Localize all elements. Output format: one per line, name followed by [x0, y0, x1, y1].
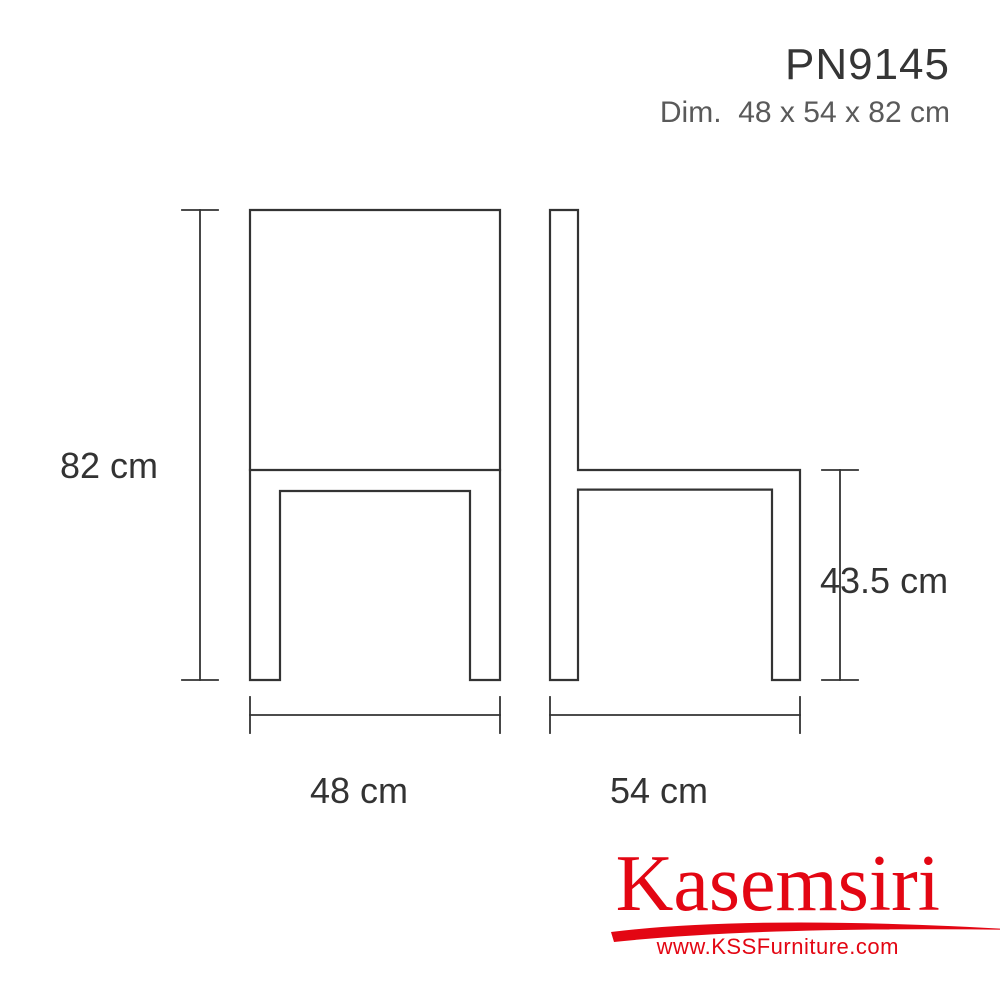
header: PN9145 Dim. 48 x 54 x 82 cm: [660, 40, 950, 130]
logo-swoosh-icon: [606, 920, 1000, 950]
dimensions-summary: Dim. 48 x 54 x 82 cm: [660, 96, 950, 130]
depth-label: 54 cm: [610, 770, 708, 812]
dim-value: 48 x 54 x 82 cm: [738, 96, 950, 129]
technical-diagram: [50, 180, 950, 780]
product-code: PN9145: [660, 40, 950, 90]
height-label: 82 cm: [60, 445, 158, 487]
logo-name: Kasemsiri: [616, 852, 940, 916]
width-label: 48 cm: [310, 770, 408, 812]
chair-diagram-svg: [50, 180, 950, 780]
brand-logo: Kasemsiri www.KSSFurniture.com: [616, 852, 940, 960]
seat-height-label: 43.5 cm: [820, 560, 948, 602]
dim-prefix: Dim.: [660, 96, 722, 129]
